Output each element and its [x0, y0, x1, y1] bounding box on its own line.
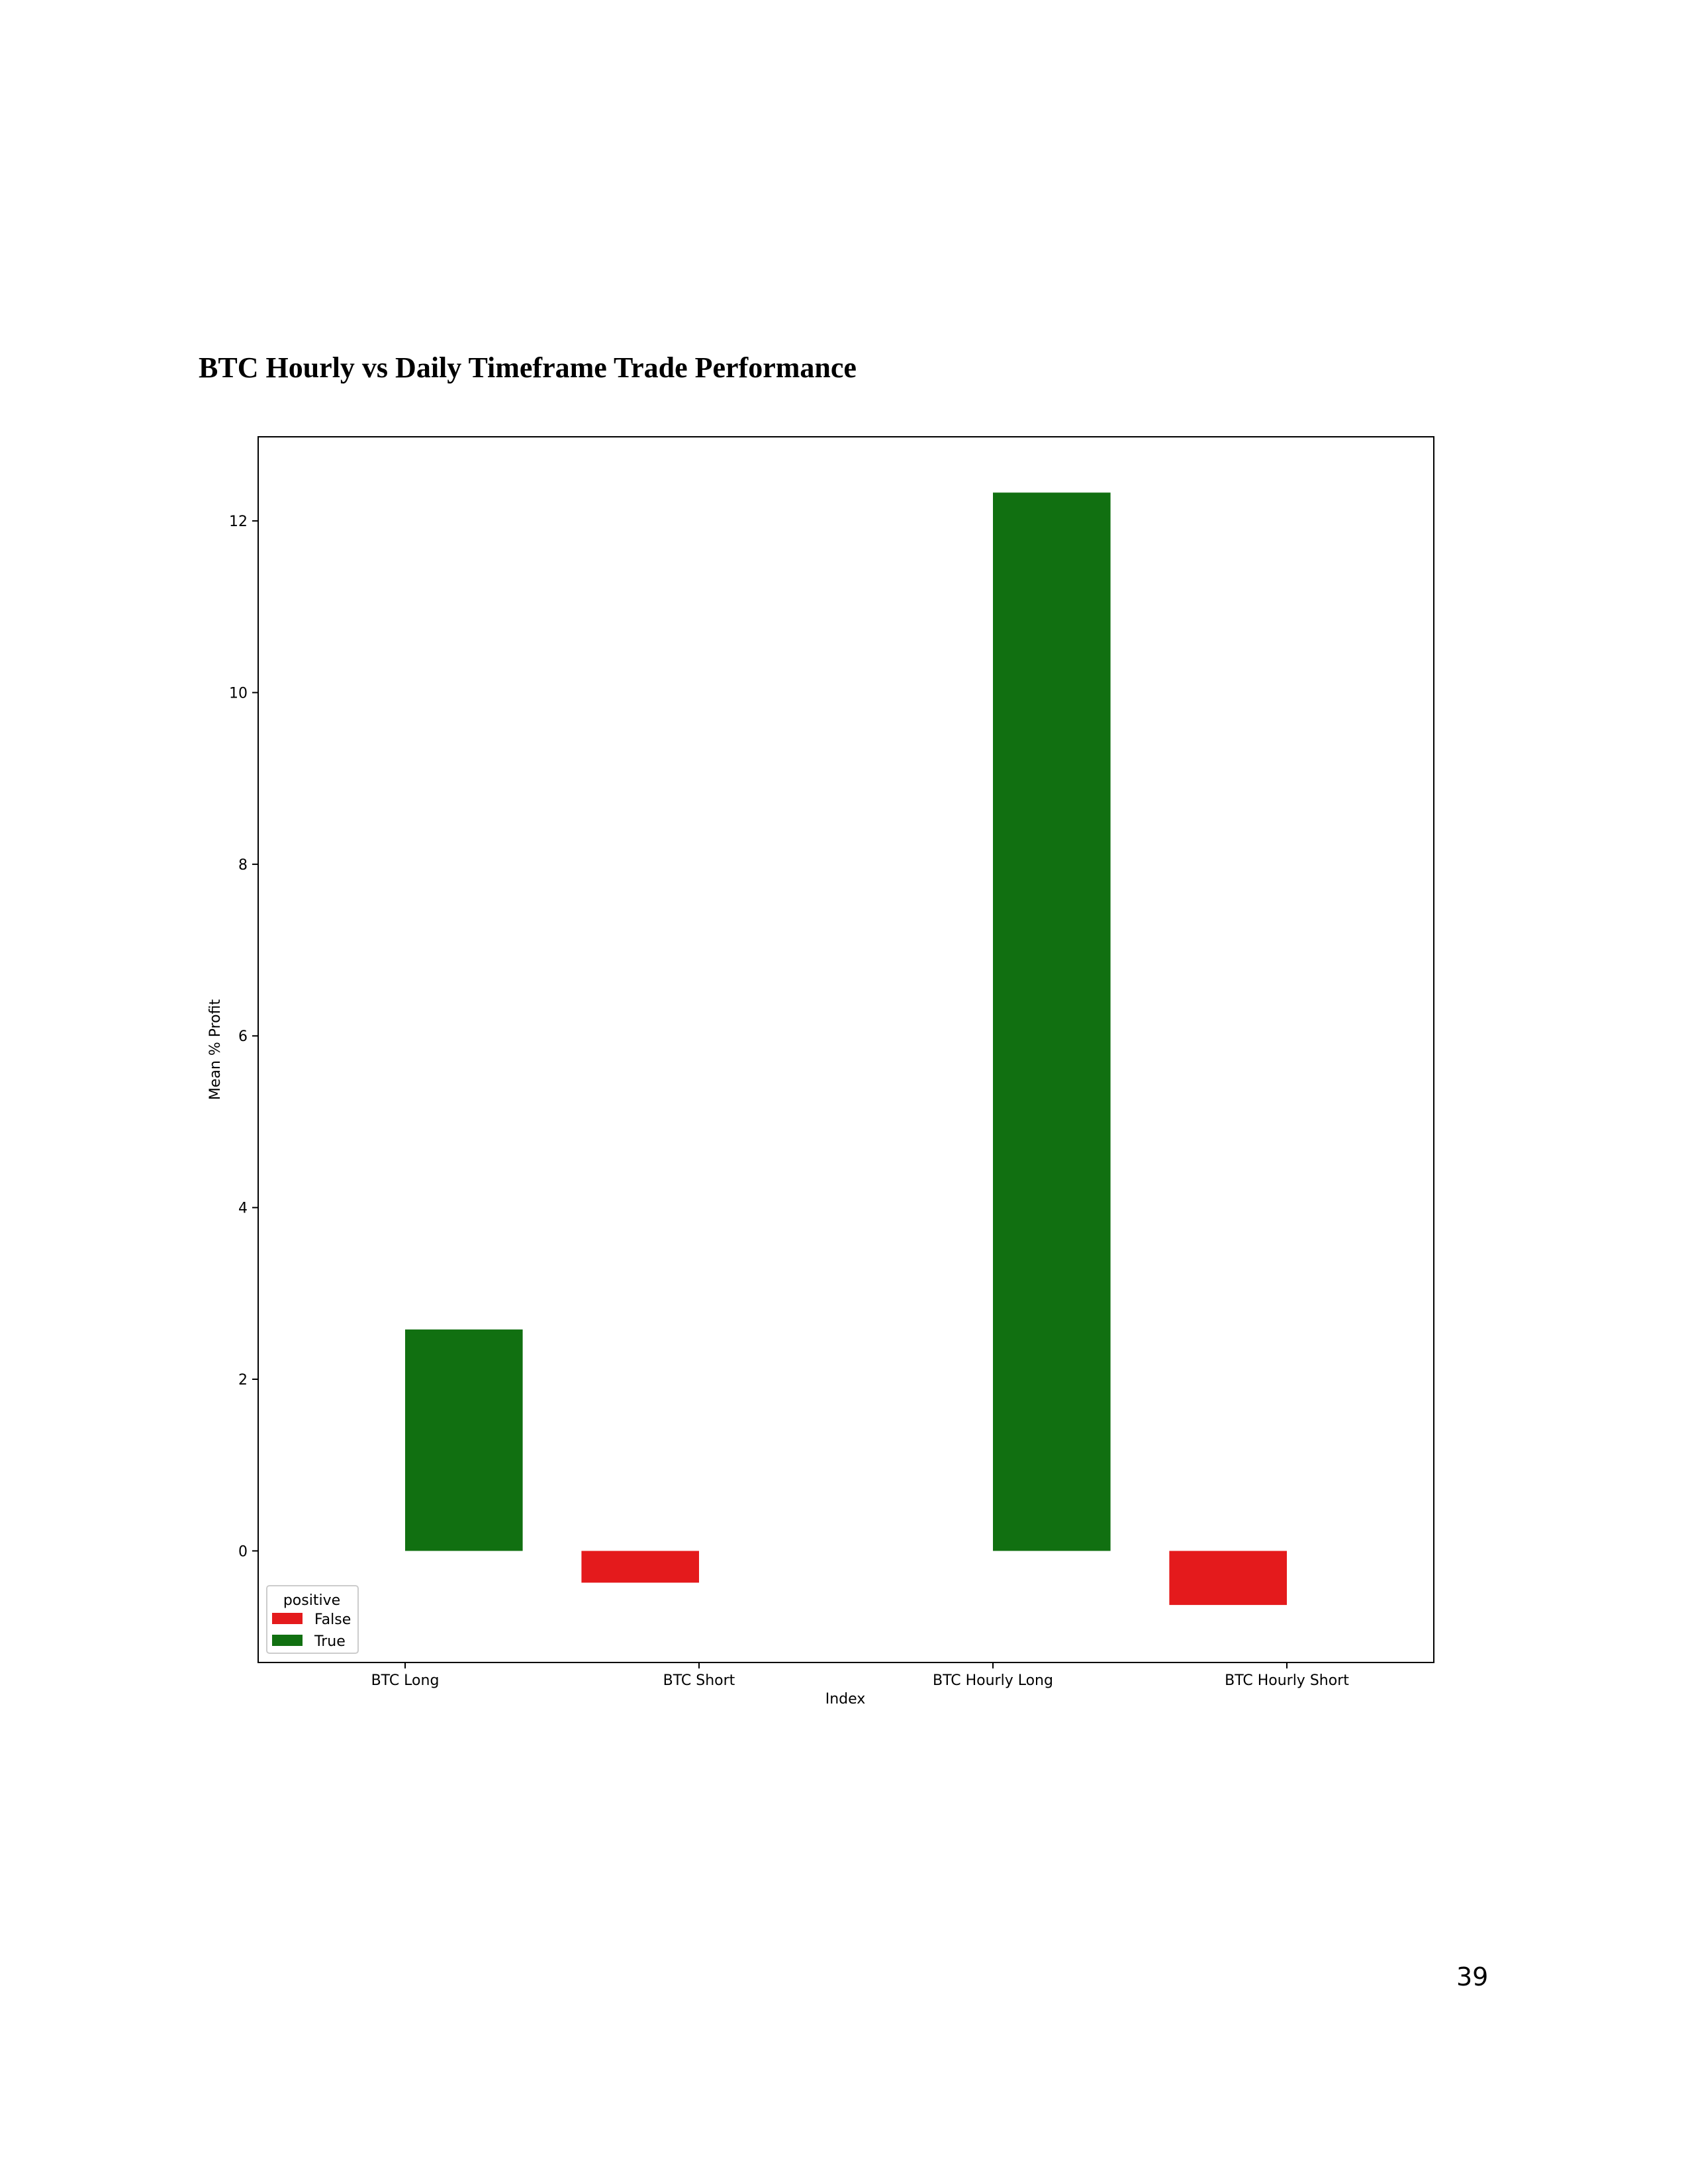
- y-tick-label: 6: [238, 1028, 248, 1045]
- y-axis-label: Mean % Profit: [207, 999, 224, 1101]
- bar-btc-long: [405, 1329, 523, 1551]
- x-axis-label: Index: [825, 1691, 866, 1707]
- y-tick-label: 2: [238, 1372, 248, 1388]
- legend-label-false: False: [314, 1612, 351, 1628]
- x-tick-label: BTC Hourly Short: [1225, 1672, 1349, 1689]
- y-axis: 0 2 4 6 8 10 12: [229, 514, 258, 1560]
- x-tick-label: BTC Short: [663, 1672, 735, 1689]
- x-tick-label: BTC Hourly Long: [933, 1672, 1053, 1689]
- legend-label-true: True: [314, 1633, 346, 1650]
- bars-layer: [405, 492, 1287, 1606]
- legend-swatch-true: [272, 1635, 303, 1646]
- bar-btc-hourly-long: [993, 492, 1111, 1551]
- legend-swatch-false: [272, 1613, 303, 1624]
- x-tick-label: BTC Long: [371, 1672, 440, 1689]
- y-tick-label: 0: [238, 1543, 248, 1560]
- y-tick-label: 10: [229, 685, 248, 702]
- y-tick-label: 8: [238, 857, 248, 874]
- page-number: 39: [1456, 1962, 1489, 1991]
- y-tick-label: 12: [229, 514, 248, 530]
- plot-area-frame: [258, 436, 1434, 1663]
- page-heading: BTC Hourly vs Daily Timeframe Trade Perf…: [199, 351, 857, 384]
- legend: positive False True: [266, 1585, 359, 1654]
- bar-btc-short: [581, 1551, 699, 1583]
- legend-title: positive: [283, 1592, 340, 1609]
- x-axis: BTC Long BTC Short BTC Hourly Long BTC Hour…: [371, 1662, 1349, 1689]
- y-tick-label: 4: [238, 1201, 248, 1217]
- bar-btc-hourly-short: [1169, 1551, 1287, 1606]
